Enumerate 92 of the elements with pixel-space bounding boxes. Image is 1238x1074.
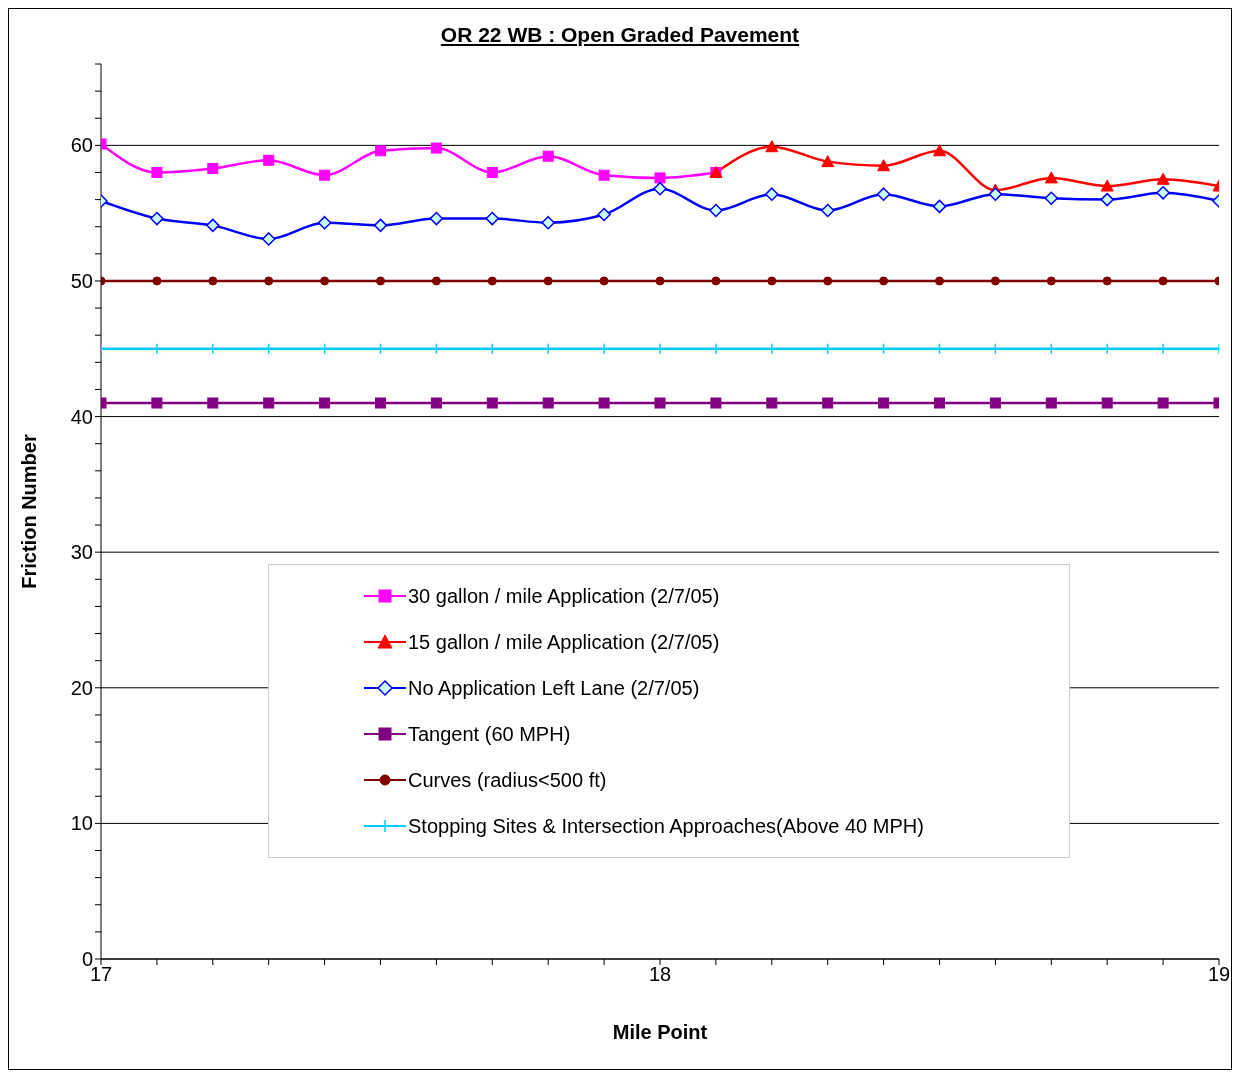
point bbox=[151, 166, 163, 178]
point bbox=[485, 211, 500, 226]
point bbox=[934, 397, 945, 409]
point bbox=[598, 397, 610, 409]
legend-label: No Application Left Lane (2/7/05) bbox=[408, 676, 700, 700]
point bbox=[935, 276, 944, 286]
point bbox=[933, 144, 946, 157]
point bbox=[1100, 192, 1114, 207]
point bbox=[823, 276, 833, 286]
point bbox=[375, 397, 386, 409]
point bbox=[598, 169, 610, 181]
point bbox=[1158, 276, 1168, 286]
point bbox=[1156, 172, 1170, 185]
point bbox=[655, 276, 665, 286]
point bbox=[263, 154, 275, 166]
point bbox=[431, 276, 441, 286]
point bbox=[820, 203, 835, 218]
point bbox=[1045, 397, 1057, 409]
y-tick-label: 50 bbox=[70, 270, 93, 293]
point bbox=[1044, 171, 1058, 184]
point bbox=[487, 276, 497, 286]
point bbox=[376, 276, 385, 286]
point bbox=[317, 215, 332, 230]
point bbox=[1102, 276, 1112, 286]
point bbox=[765, 140, 779, 153]
point bbox=[206, 218, 220, 233]
legend-label: 30 gallon / mile Application (2/7/05) bbox=[408, 584, 720, 608]
y-tick-label: 30 bbox=[70, 541, 93, 564]
point bbox=[375, 145, 386, 157]
y-tick-label: 10 bbox=[70, 812, 93, 835]
point bbox=[430, 397, 442, 409]
point bbox=[319, 397, 331, 409]
y-tick-label: 20 bbox=[70, 676, 93, 699]
point bbox=[207, 162, 219, 174]
point bbox=[319, 169, 331, 181]
point bbox=[766, 397, 778, 409]
point bbox=[709, 203, 723, 218]
chart-title: OR 22 WB : Open Graded Pavement bbox=[439, 23, 801, 47]
point bbox=[654, 172, 666, 184]
point bbox=[767, 276, 777, 286]
point bbox=[711, 276, 721, 286]
x-tick-label: 19 bbox=[1207, 963, 1231, 986]
point bbox=[542, 150, 554, 162]
point bbox=[207, 397, 219, 409]
y-axis-title: Friction Number bbox=[18, 434, 41, 589]
point bbox=[765, 187, 779, 201]
point bbox=[932, 199, 947, 214]
point bbox=[152, 276, 162, 286]
point bbox=[821, 155, 835, 168]
point bbox=[264, 276, 274, 286]
point bbox=[543, 276, 553, 286]
point bbox=[1100, 179, 1114, 192]
point bbox=[320, 276, 330, 286]
point bbox=[263, 397, 275, 409]
point bbox=[151, 397, 163, 409]
y-tick-label: 40 bbox=[70, 405, 93, 428]
point bbox=[542, 397, 554, 409]
point bbox=[208, 276, 218, 286]
point bbox=[877, 159, 891, 172]
legend-label: Stopping Sites & Intersection Approaches(Above 40 MPH) bbox=[408, 814, 924, 838]
point bbox=[541, 215, 555, 230]
point bbox=[879, 276, 889, 286]
point bbox=[990, 276, 1000, 286]
legend-label: 15 gallon / mile Application (2/7/05) bbox=[408, 630, 720, 654]
point bbox=[876, 187, 891, 201]
point bbox=[430, 142, 442, 154]
point bbox=[599, 276, 609, 286]
point bbox=[1044, 191, 1059, 205]
point bbox=[261, 232, 276, 246]
point bbox=[1157, 397, 1169, 409]
point bbox=[710, 397, 722, 409]
x-tick-label: 18 bbox=[648, 963, 672, 986]
point bbox=[654, 397, 666, 409]
point bbox=[988, 187, 1003, 201]
point bbox=[822, 397, 834, 409]
point bbox=[486, 397, 498, 409]
point bbox=[486, 166, 498, 178]
point bbox=[1101, 397, 1113, 409]
point bbox=[653, 182, 667, 196]
y-tick-label: 0 bbox=[81, 948, 93, 971]
point bbox=[1156, 186, 1170, 200]
point bbox=[150, 211, 164, 226]
point bbox=[597, 207, 611, 222]
legend-label: Tangent (60 MPH) bbox=[408, 722, 571, 746]
y-tick-label: 60 bbox=[70, 134, 93, 157]
point bbox=[1046, 276, 1056, 286]
point bbox=[373, 218, 388, 233]
legend-label: Curves (radius<500 ft) bbox=[408, 768, 607, 792]
point bbox=[989, 397, 1001, 409]
point bbox=[878, 397, 890, 409]
x-axis-title: Mile Point bbox=[612, 1021, 708, 1043]
point bbox=[429, 211, 444, 226]
